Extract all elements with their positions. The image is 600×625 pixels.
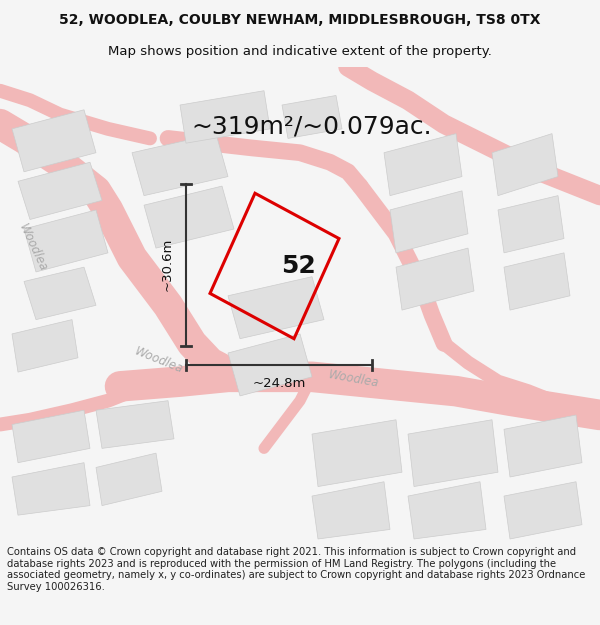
Text: ~319m²/~0.079ac.: ~319m²/~0.079ac. — [191, 114, 433, 139]
Text: Map shows position and indicative extent of the property.: Map shows position and indicative extent… — [108, 46, 492, 59]
Polygon shape — [396, 248, 474, 310]
Polygon shape — [312, 482, 390, 539]
Polygon shape — [384, 134, 462, 196]
Text: Woodlea: Woodlea — [328, 368, 380, 390]
Polygon shape — [504, 415, 582, 477]
Polygon shape — [96, 453, 162, 506]
Text: Woodlea: Woodlea — [16, 222, 50, 274]
Polygon shape — [408, 420, 498, 486]
Polygon shape — [132, 134, 228, 196]
Polygon shape — [504, 253, 570, 310]
Text: Woodlea: Woodlea — [133, 344, 185, 376]
Text: Contains OS data © Crown copyright and database right 2021. This information is : Contains OS data © Crown copyright and d… — [7, 547, 586, 592]
Polygon shape — [282, 96, 342, 138]
Polygon shape — [24, 210, 108, 272]
Polygon shape — [12, 110, 96, 172]
Polygon shape — [144, 186, 234, 248]
Polygon shape — [228, 277, 324, 339]
Polygon shape — [12, 462, 90, 515]
Polygon shape — [504, 482, 582, 539]
Polygon shape — [390, 191, 468, 253]
Text: ~30.6m: ~30.6m — [161, 238, 174, 291]
Polygon shape — [12, 410, 90, 462]
Polygon shape — [18, 162, 102, 219]
Text: 52: 52 — [281, 254, 316, 278]
Polygon shape — [96, 401, 174, 448]
Polygon shape — [228, 334, 312, 396]
Polygon shape — [408, 482, 486, 539]
Text: 52, WOODLEA, COULBY NEWHAM, MIDDLESBROUGH, TS8 0TX: 52, WOODLEA, COULBY NEWHAM, MIDDLESBROUG… — [59, 13, 541, 28]
Polygon shape — [312, 420, 402, 486]
Polygon shape — [498, 196, 564, 253]
Polygon shape — [180, 91, 270, 143]
Polygon shape — [492, 134, 558, 196]
Polygon shape — [24, 267, 96, 319]
Text: ~24.8m: ~24.8m — [253, 377, 305, 390]
Polygon shape — [12, 319, 78, 372]
